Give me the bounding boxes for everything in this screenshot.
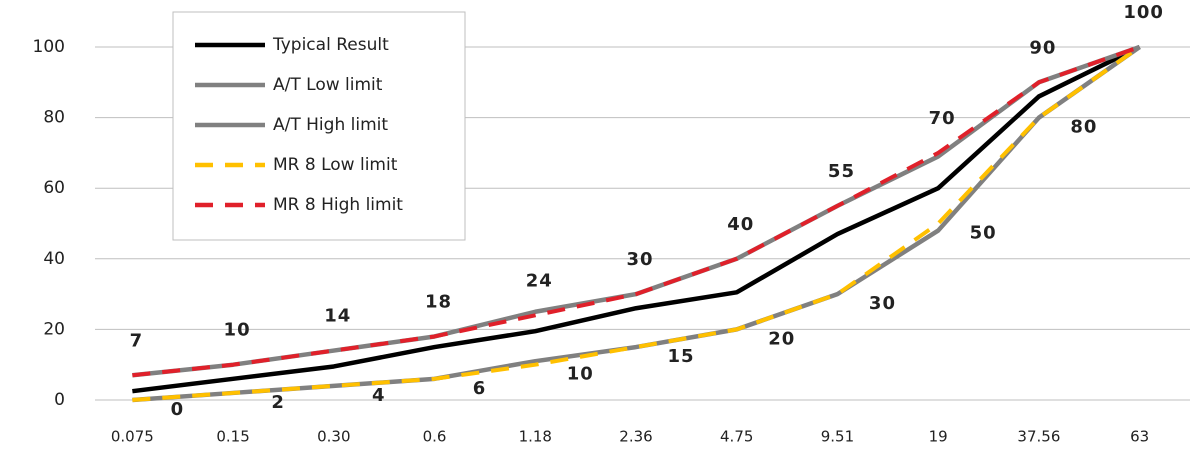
data-label: 2 (271, 392, 285, 413)
data-label: 24 (526, 270, 553, 291)
legend-label: A/T High limit (273, 115, 388, 135)
data-label: 90 (1029, 37, 1056, 58)
x-tick-label: 1.18 (519, 428, 552, 446)
legend-box (172, 11, 466, 241)
legend-label: Typical Result (272, 35, 389, 55)
y-tick-label: 20 (43, 319, 65, 339)
data-label: 55 (828, 161, 855, 182)
data-label: 70 (929, 108, 956, 129)
data-label: 4 (372, 385, 386, 406)
x-tick-label: 0.15 (216, 428, 249, 446)
x-tick-label: 0.30 (317, 428, 350, 446)
legend-label: MR 8 Low limit (273, 155, 398, 175)
data-label: 6 (473, 378, 487, 399)
x-tick-label: 4.75 (720, 428, 753, 446)
series-line (132, 45, 1141, 378)
data-label: 80 (1070, 117, 1097, 138)
y-tick-label: 60 (43, 178, 65, 198)
x-tick-label: 63 (1130, 428, 1149, 446)
y-tick-label: 80 (43, 108, 65, 128)
data-label: 50 (970, 223, 997, 244)
y-tick-label: 100 (33, 37, 65, 57)
y-tick-label: 0 (54, 390, 65, 410)
data-label: 10 (567, 364, 594, 385)
legend-label: A/T Low limit (273, 75, 383, 95)
data-label: 30 (626, 249, 653, 270)
y-tick-label: 40 (43, 249, 65, 269)
legend-label: MR 8 High limit (273, 195, 403, 215)
data-label: 30 (869, 293, 896, 314)
x-tick-label: 0.075 (111, 428, 154, 446)
data-label: 18 (425, 291, 452, 312)
data-label: 10 (224, 320, 251, 341)
data-label: 15 (667, 346, 694, 367)
data-label: 100 (1123, 2, 1164, 23)
series-line (132, 45, 1141, 403)
x-tick-label: 0.6 (423, 428, 447, 446)
x-tick-label: 9.51 (821, 428, 854, 446)
data-label: 40 (727, 214, 754, 235)
series-line (132, 45, 1141, 402)
legend: Typical Result A/T Low limit A/T High limi… (172, 11, 466, 241)
series-line (132, 44, 1141, 394)
x-tick-label: 2.36 (619, 428, 652, 446)
data-label: 7 (130, 330, 144, 351)
x-tick-label: 37.56 (1017, 428, 1060, 446)
data-label: 14 (324, 306, 351, 327)
data-label: 0 (171, 399, 185, 420)
data-label: 20 (768, 328, 795, 349)
x-tick-label: 19 (929, 428, 948, 446)
